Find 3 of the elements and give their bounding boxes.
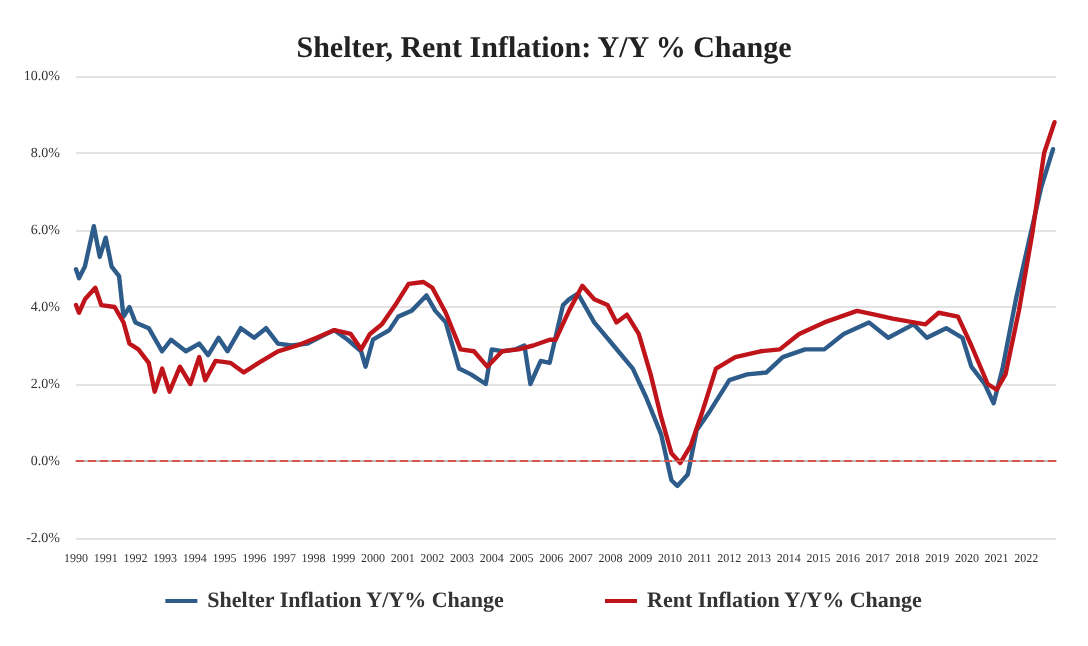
legend-label: Shelter Inflation Y/Y% Change bbox=[207, 589, 505, 613]
chart-title: Shelter, Rent Inflation: Y/Y % Change bbox=[296, 33, 793, 65]
legend-label: Rent Inflation Y/Y% Change bbox=[646, 589, 923, 613]
